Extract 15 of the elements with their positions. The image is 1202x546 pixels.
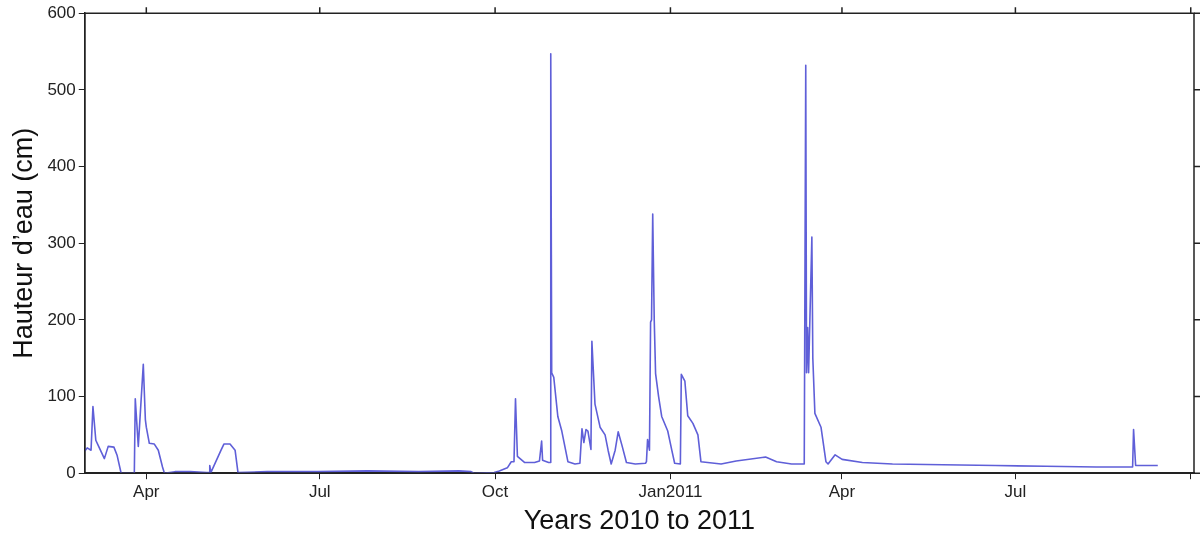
x-tick-label: Jul — [1004, 482, 1027, 502]
y-tick-label: 400 — [47, 156, 76, 176]
y-tick-label: 200 — [47, 309, 76, 329]
x-tick-label: Jul — [308, 482, 331, 502]
x-tick-label: Apr — [828, 482, 856, 502]
y-tick-label: 600 — [47, 2, 76, 22]
x-tick-label: Apr — [133, 482, 160, 502]
y-tick-label: 0 — [66, 462, 76, 482]
x-tick-label: Jan2011 — [638, 482, 703, 502]
y-tick-label: 500 — [47, 79, 76, 99]
x-axis-title: Years 2010 to 2011 — [523, 505, 755, 536]
x-tick-label: Oct — [481, 482, 509, 502]
y-axis-title: Hauteur d’eau (cm) — [7, 127, 38, 359]
y-tick-label: 300 — [47, 232, 76, 252]
y-tick-label: 100 — [47, 386, 76, 406]
